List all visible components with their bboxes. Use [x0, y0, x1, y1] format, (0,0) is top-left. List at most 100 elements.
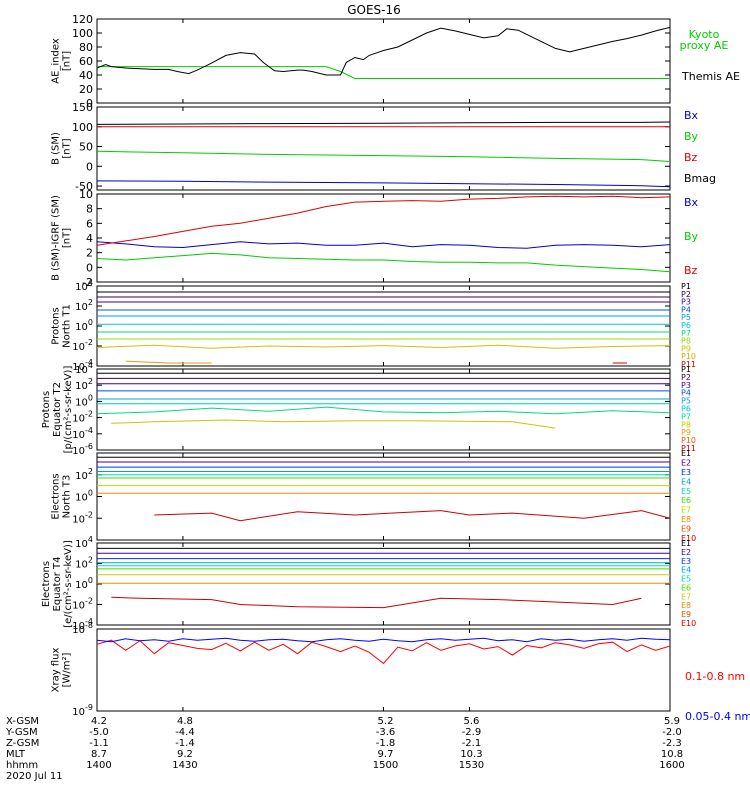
series-line-e10 [154, 510, 670, 522]
y-axis-label: Equator T2 [52, 382, 63, 437]
info-row-value: 1400 [86, 760, 111, 771]
y-tick-label: 10-2 [72, 510, 93, 525]
info-row-label: Z-GSM [6, 738, 39, 749]
legend-entry: P6 [681, 321, 691, 330]
info-row-value: -1.4 [175, 738, 195, 749]
series-line-by [97, 150, 670, 162]
y-axis-label: Electrons [51, 473, 62, 519]
legend-entry: P3 [681, 298, 691, 307]
y-tick-label: 0 [86, 261, 93, 274]
legend-entry: P3 [681, 381, 691, 390]
legend-entry: E10 [681, 619, 696, 628]
legend-entry: E3 [681, 468, 691, 477]
legend-entry: P1 [681, 282, 691, 291]
panel-7: 104 102 100 10-2 10-4 Electrons Equator T4 [e/(… [41, 535, 696, 632]
series-line-p7 [97, 406, 670, 415]
panel-frame [96, 18, 671, 104]
legend-entry: E6 [681, 583, 691, 592]
series-line-bx [97, 241, 670, 249]
info-row-value: -2.3 [662, 738, 682, 749]
legend-entry: E9 [681, 610, 691, 619]
legend-entry: E8 [681, 515, 691, 524]
y-axis-label: [nT] [62, 138, 73, 158]
legend-entry: P9 [681, 344, 691, 353]
info-row-value: 1500 [373, 760, 398, 771]
y-axis-label: [W/m²] [62, 652, 73, 687]
panel-3: -2 02 4 68 10 B (SM)-IGRF (SM) [nT] Bx By Bz [51, 188, 699, 289]
legend-entry: Bx [684, 109, 699, 122]
panel-2: -50 0 50 100 150 B (SM) [nT] Bx By Bz Bmag [51, 101, 717, 193]
panel-frame [96, 285, 671, 367]
y-tick-label: 10-4 [72, 617, 93, 632]
series-line-by [97, 252, 670, 273]
series-line-themis-ae [97, 26, 670, 76]
legend-entry: Bz [684, 151, 698, 164]
legend-entry: P10 [681, 352, 696, 361]
y-tick-label: 100 [72, 27, 93, 40]
series-line-e10 [111, 596, 642, 609]
series-line-0-1-0-8-nm [97, 639, 670, 665]
series-line-0-05-0-4-nm [97, 637, 670, 643]
legend: Bx By Bz Bmag [684, 109, 716, 185]
y-tick-label: 102 [75, 556, 93, 571]
legend-entry: P2 [681, 290, 691, 299]
info-row-value: -2.9 [462, 727, 482, 738]
legend-entry: 0.05-0.4 nm [685, 710, 750, 723]
legend-entry: Kyoto [689, 28, 720, 41]
info-row-value: 1430 [172, 760, 197, 771]
y-tick-label: 40 [79, 69, 93, 82]
info-row-value: 4.8 [177, 716, 193, 727]
legend-entry: E4 [681, 477, 691, 486]
legend-entry: E1 [681, 449, 691, 458]
y-tick-label: 150 [72, 101, 93, 114]
legend-entry: P10 [681, 436, 696, 445]
legend-entry: P9 [681, 428, 691, 437]
series-line-p9 [97, 344, 670, 349]
y-tick-label: 102 [75, 298, 93, 313]
y-tick-label: 100 [75, 576, 93, 591]
legend-entry: E7 [681, 506, 691, 515]
info-row-label: hhmm [6, 760, 38, 771]
legend-entry: Themis AE [681, 70, 740, 83]
y-tick-label: 10-6 [72, 442, 93, 457]
series-line-bmag [97, 121, 670, 125]
y-tick-label: 10-2 [72, 410, 93, 425]
legend-entry: E9 [681, 525, 691, 534]
y-tick-label: -2 [82, 276, 93, 289]
y-tick-label: 104 [75, 535, 93, 550]
info-row-value: 9.7 [378, 749, 394, 760]
y-tick-label: 20 [79, 83, 93, 96]
legend-entry: By [684, 230, 699, 243]
legend-entry: E4 [681, 566, 691, 575]
panel-frame [96, 452, 671, 541]
info-row-value: -3.6 [376, 727, 396, 738]
y-tick-label: 100 [75, 318, 93, 333]
info-row-value: -2.1 [462, 738, 482, 749]
legend-entry: P4 [681, 305, 691, 314]
series-line-bz [97, 195, 670, 246]
y-axis-label: [p/(cm²-s-sr-keV)] [63, 366, 74, 454]
legend-entry: 0.1-0.8 nm [685, 670, 745, 683]
y-tick-label: 10-4 [72, 358, 93, 373]
y-tick-label: 100 [72, 121, 93, 134]
info-row-label: X-GSM [6, 716, 39, 727]
y-tick-label: 104 [75, 278, 93, 293]
info-row-value: -5.0 [89, 727, 109, 738]
y-tick-label: 6 [86, 217, 93, 230]
legend-entry: Bmag [684, 172, 716, 185]
y-axis-label: Electrons [41, 561, 52, 607]
info-row-value: -2.0 [662, 727, 682, 738]
y-axis-label: [nT] [62, 51, 73, 71]
y-axis-label: Protons [41, 391, 52, 428]
legend-entry: E5 [681, 575, 691, 584]
y-axis-label: [e/(cm²-s-sr-keV)] [63, 540, 74, 628]
y-tick-label: 10-9 [72, 703, 93, 718]
y-tick-label: 4 [86, 232, 93, 245]
